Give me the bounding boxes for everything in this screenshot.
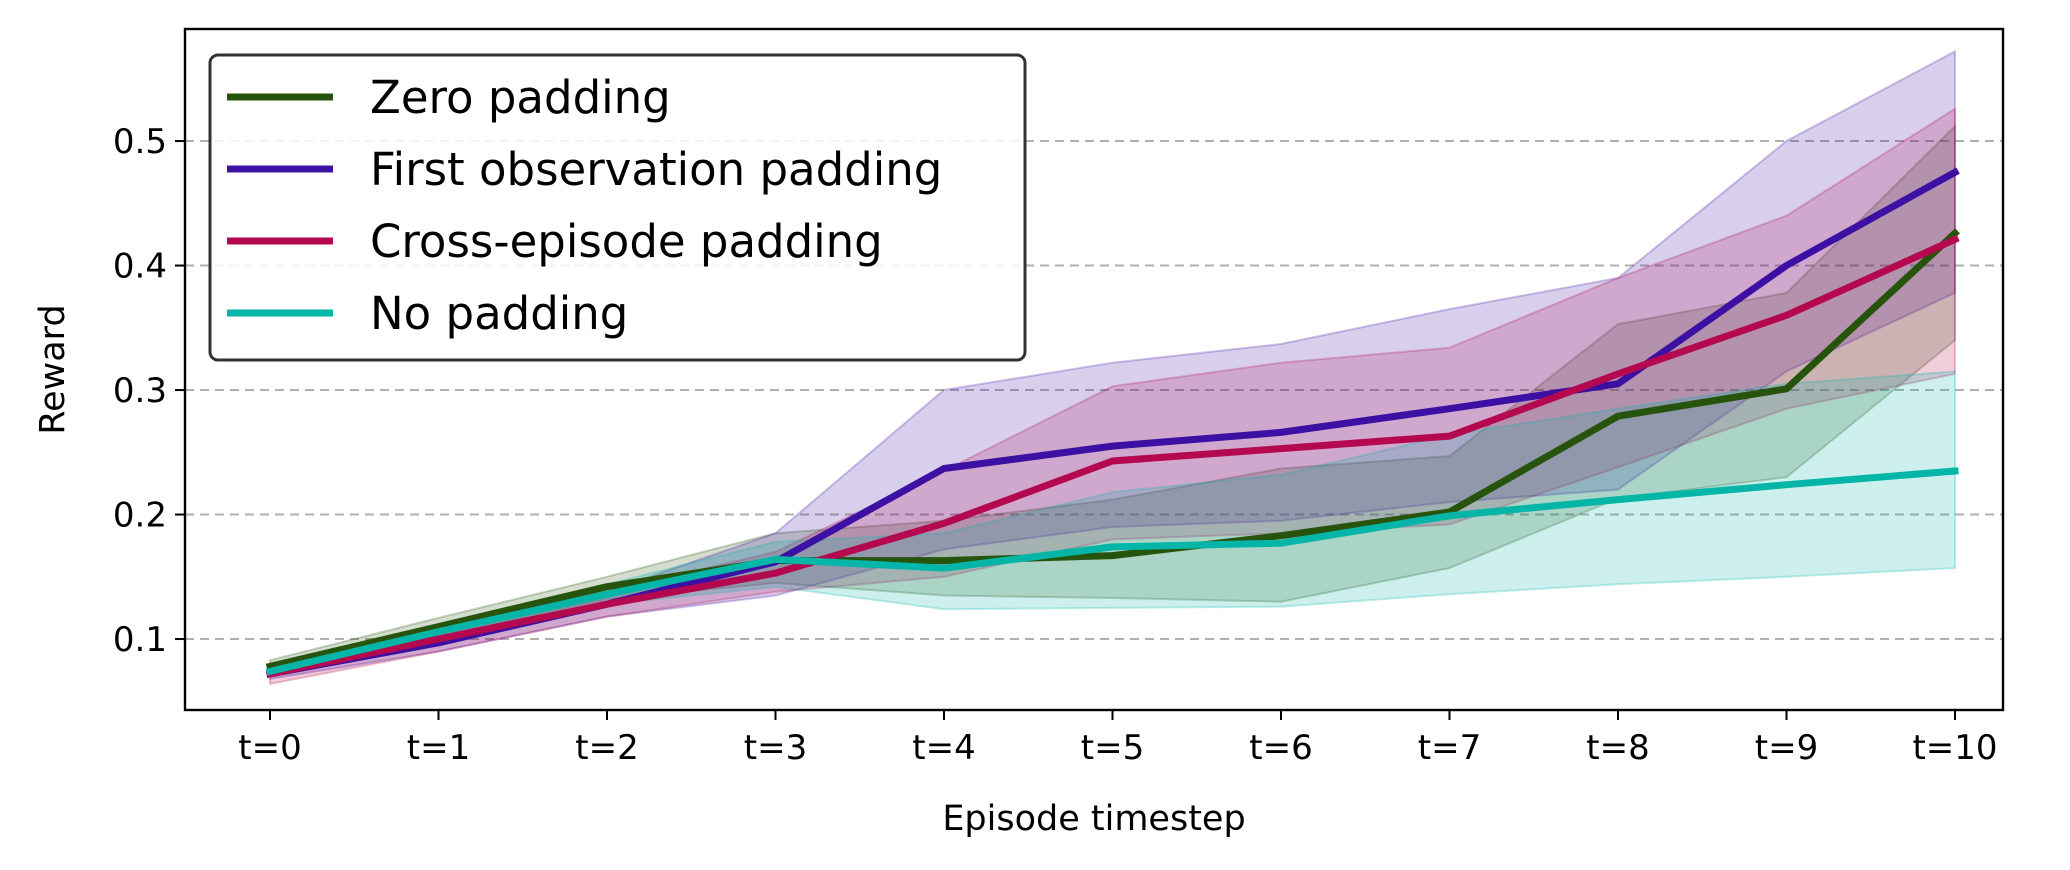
y-tick-label: 0.4 [113,247,167,287]
series-line [265,234,1960,679]
legend-label: Zero padding [370,71,671,124]
legend-items: Zero padding First observation padding Cro… [227,71,942,340]
legend-box [208,53,1027,362]
y-axis-ticks: 0.1 0.2 0.3 0.4 0.5 [113,122,185,660]
legend: Zero padding First observation padding Cro… [208,53,1027,362]
x-tick-label: t=10 [1912,728,1997,768]
series-band [269,123,1956,674]
x-axis-ticks: t=0 t=1 t=2 t=3 t=4 t=5 t=6 t=7 t=8 t=9 t=10 [238,710,1998,768]
legend-label: First observation padding [370,143,942,196]
confidence-bands [269,49,1956,686]
x-tick-label: t=0 [238,728,301,768]
plot-frame [183,27,2005,712]
x-tick-label: t=7 [1418,728,1481,768]
x-tick-label: t=1 [407,728,470,768]
series-line [265,467,1959,676]
y-tick-label: 0.5 [113,122,167,162]
y-axis-label: Reward [33,304,73,434]
x-axis-label: Episode timestep [942,799,1245,839]
y-tick-label: 0.2 [113,496,167,536]
x-tick-label: t=2 [575,728,638,768]
legend-label: Cross-episode padding [370,215,883,268]
series-band [269,370,1956,678]
x-tick-label: t=3 [744,728,807,768]
x-tick-label: t=5 [1081,728,1144,768]
x-tick-label: t=6 [1249,728,1312,768]
series-lines [265,167,1960,679]
y-tick-label: 0.1 [113,620,167,660]
series-line [265,228,1960,671]
y-tick-label: 0.3 [113,371,167,411]
x-tick-label: t=4 [912,728,975,768]
x-tick-label: t=8 [1586,728,1649,768]
x-tick-label: t=9 [1755,728,1818,768]
legend-label: No padding [370,287,628,340]
series-band [269,49,1956,681]
